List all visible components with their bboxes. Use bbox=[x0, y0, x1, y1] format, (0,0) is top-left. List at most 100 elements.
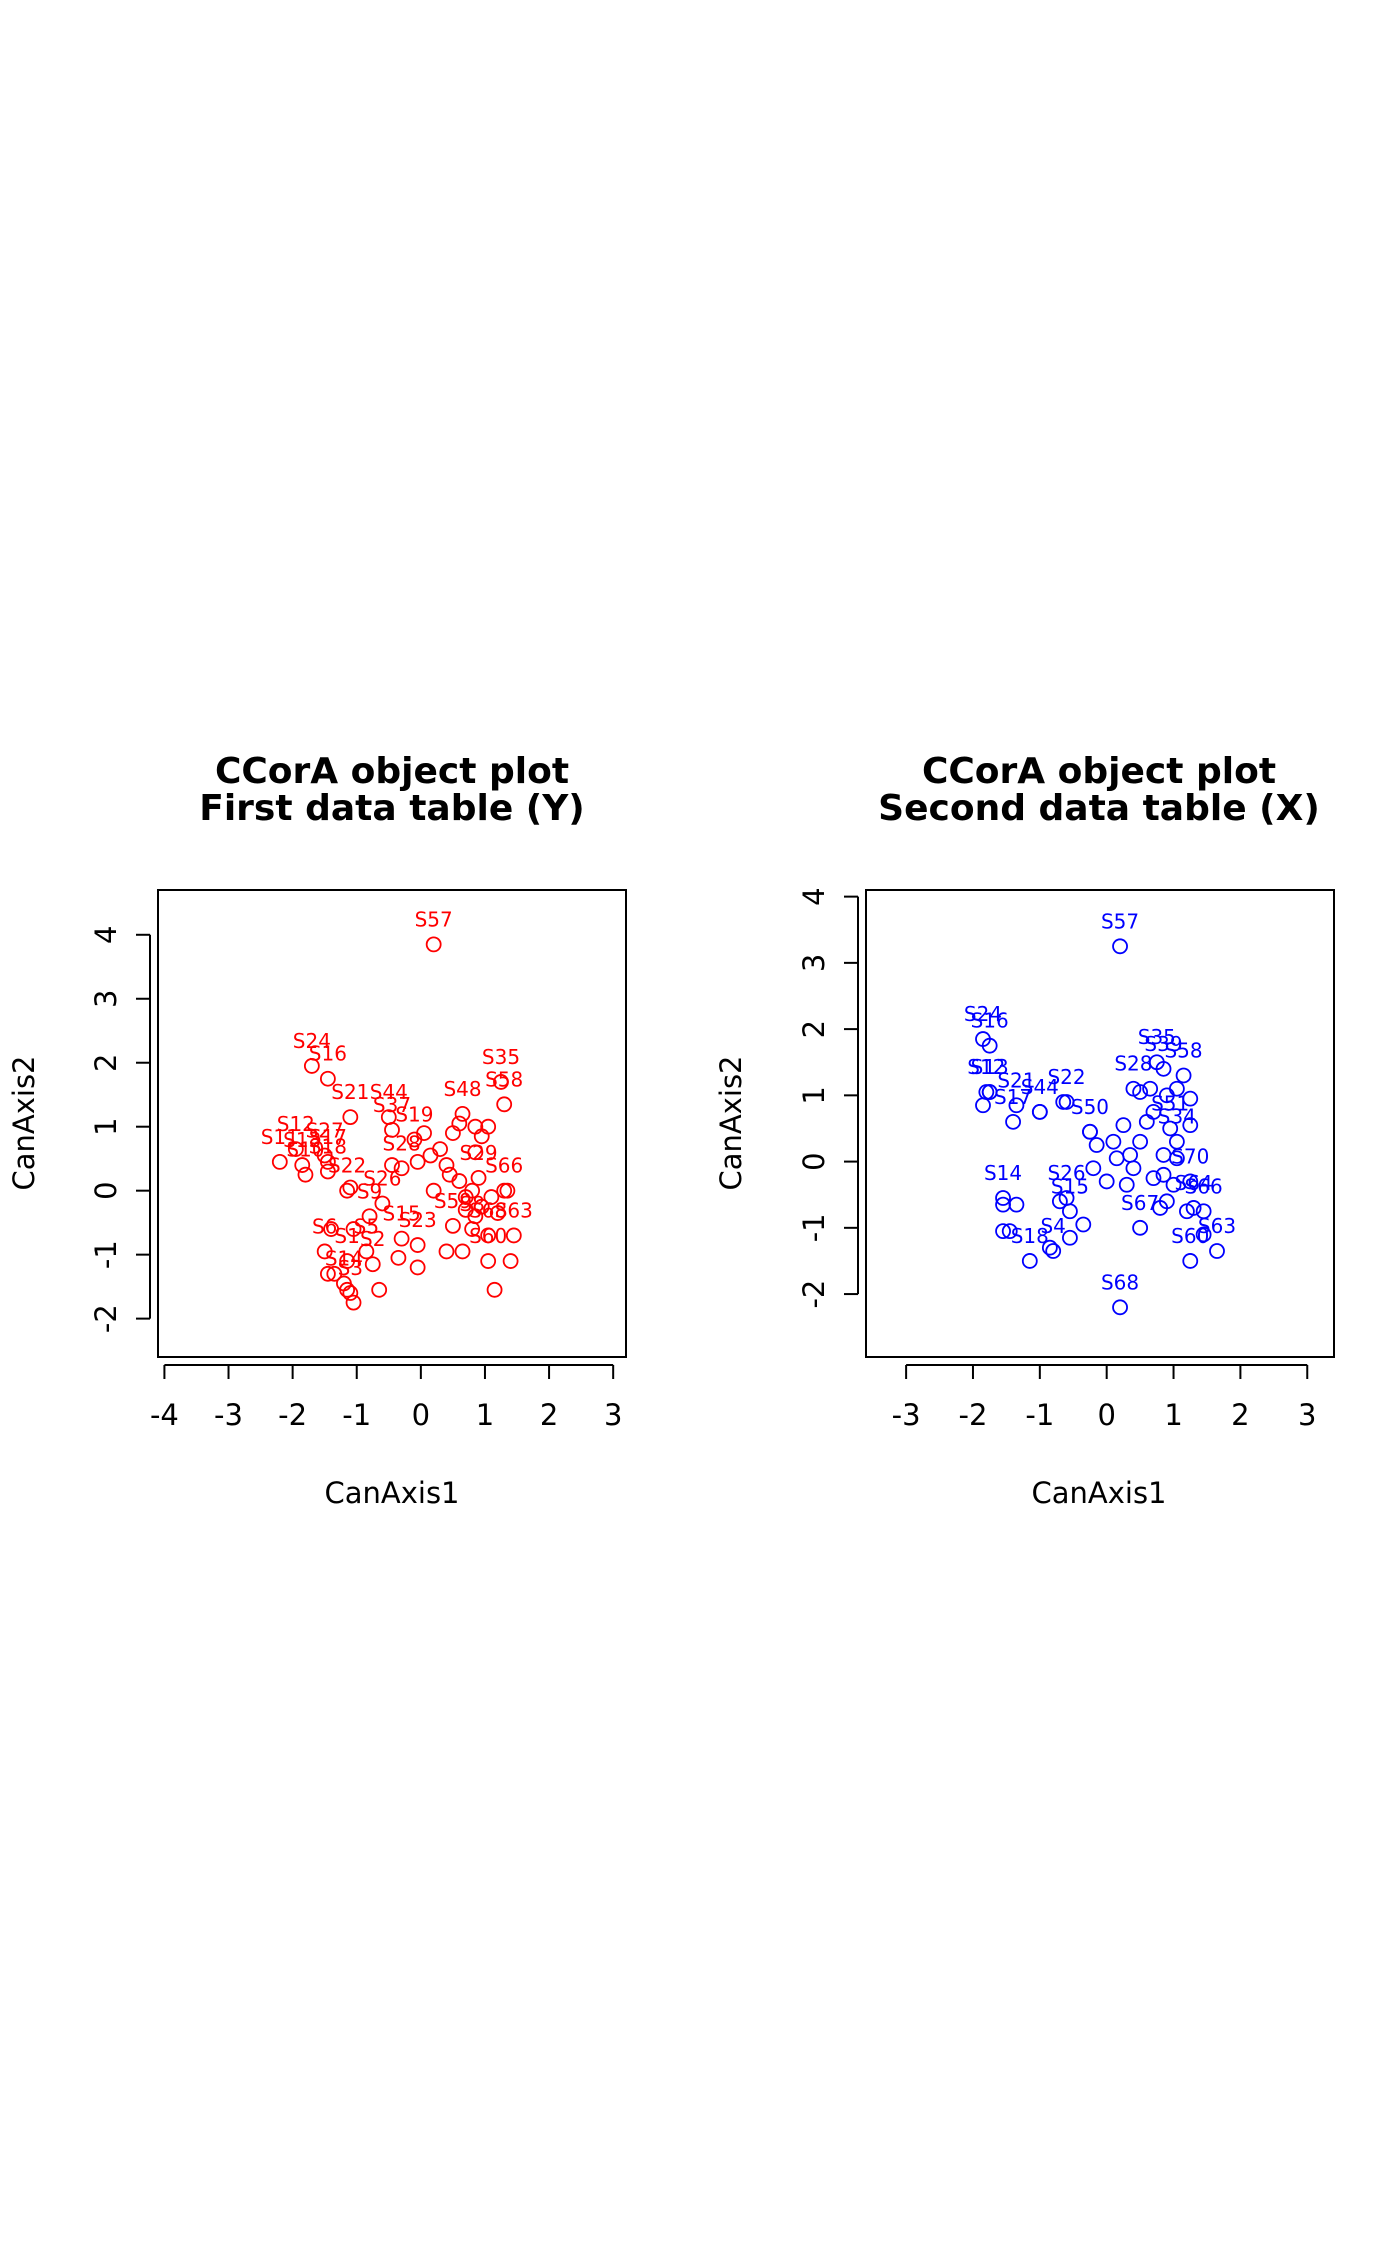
data-point bbox=[454, 1243, 471, 1260]
y-tick-label: 0 bbox=[89, 1181, 123, 1199]
y-tick-label: 1 bbox=[89, 1117, 123, 1135]
data-point bbox=[505, 1227, 522, 1244]
data-point bbox=[1001, 1223, 1018, 1240]
data-point bbox=[409, 1259, 426, 1276]
y-tick-label: 3 bbox=[797, 954, 831, 972]
x-tick-label: -1 bbox=[342, 1398, 371, 1432]
data-point bbox=[1209, 1243, 1225, 1259]
data-point bbox=[1055, 1094, 1072, 1110]
data-point bbox=[342, 1109, 359, 1126]
data-point bbox=[1165, 1176, 1182, 1193]
point-label: S66 bbox=[485, 1154, 523, 1178]
point-label: S16 bbox=[309, 1042, 347, 1066]
data-point bbox=[1155, 1166, 1172, 1183]
data-point bbox=[297, 1166, 314, 1183]
point-label: S14 bbox=[325, 1246, 363, 1270]
data-point bbox=[1005, 1113, 1021, 1130]
data-point bbox=[1155, 1060, 1172, 1077]
point-label: S22 bbox=[1047, 1065, 1085, 1089]
point-label: S21 bbox=[331, 1080, 369, 1104]
x-axis-label: CanAxis1 bbox=[1031, 1476, 1166, 1510]
point-label: S24 bbox=[964, 1002, 1002, 1026]
point-label: S16 bbox=[971, 1009, 1009, 1033]
data-point bbox=[1179, 1203, 1195, 1220]
point-label: S37 bbox=[373, 1093, 411, 1117]
data-point bbox=[1155, 1147, 1172, 1163]
plot-frame bbox=[865, 889, 1335, 1358]
point-label: S12 bbox=[277, 1112, 315, 1136]
data-point bbox=[384, 1157, 400, 1173]
point-label: S66 bbox=[1185, 1174, 1223, 1198]
data-point bbox=[1021, 1253, 1038, 1269]
y-tick-label: 3 bbox=[89, 990, 123, 1008]
data-point bbox=[1075, 1216, 1092, 1233]
point-label: S12 bbox=[967, 1055, 1005, 1079]
data-point bbox=[493, 1074, 509, 1090]
data-point bbox=[342, 1285, 359, 1301]
plot-frame bbox=[157, 889, 627, 1358]
y-tick-label: -1 bbox=[797, 1213, 831, 1242]
data-point bbox=[1132, 1219, 1149, 1236]
point-label: S58 bbox=[485, 1067, 523, 1091]
data-point bbox=[1082, 1123, 1098, 1140]
data-point bbox=[1182, 1253, 1199, 1269]
data-point bbox=[1085, 1160, 1102, 1177]
data-point bbox=[425, 1182, 442, 1199]
x-tick-label: -4 bbox=[150, 1398, 179, 1432]
data-point bbox=[1182, 1117, 1199, 1134]
data-point bbox=[371, 1281, 388, 1298]
point-label: S10 bbox=[286, 1138, 324, 1162]
data-point bbox=[271, 1153, 288, 1170]
y-tick-label: 2 bbox=[797, 1020, 831, 1038]
y-axis: -2 -1 0 1 2 3 4 bbox=[89, 926, 151, 1333]
x-tick-label: -3 bbox=[892, 1398, 921, 1432]
point-label: S17 bbox=[309, 1125, 347, 1149]
data-point bbox=[1142, 1080, 1159, 1097]
data-point bbox=[339, 1281, 356, 1298]
data-point bbox=[1045, 1243, 1062, 1259]
point-label: S18 bbox=[309, 1134, 347, 1158]
data-point bbox=[1041, 1239, 1058, 1256]
data-point bbox=[361, 1208, 378, 1225]
data-point bbox=[496, 1096, 513, 1113]
data-point bbox=[1175, 1067, 1192, 1084]
data-point bbox=[409, 1237, 426, 1253]
data-point bbox=[467, 1144, 484, 1161]
data-point bbox=[384, 1121, 400, 1138]
y-axis: -2 -1 0 1 2 3 4 bbox=[797, 887, 859, 1309]
data-point bbox=[393, 1160, 410, 1177]
chart-title: CCorA object plot bbox=[215, 751, 569, 792]
x-tick-label: 3 bbox=[604, 1398, 622, 1432]
point-label: S50 bbox=[1071, 1095, 1109, 1119]
x-tick-label: 0 bbox=[1097, 1398, 1115, 1432]
point-label: S27 bbox=[306, 1118, 344, 1142]
x-tick-label: -2 bbox=[278, 1398, 307, 1432]
data-point bbox=[486, 1281, 503, 1298]
data-point bbox=[1145, 1104, 1162, 1120]
point-label: S29 bbox=[459, 1141, 497, 1165]
x-tick-label: 2 bbox=[1231, 1398, 1249, 1432]
data-point bbox=[451, 1115, 468, 1132]
point-label: S24 bbox=[293, 1029, 331, 1053]
point-label: S51 bbox=[1151, 1091, 1189, 1115]
data-point bbox=[1168, 1080, 1185, 1097]
data-point bbox=[1062, 1229, 1078, 1246]
data-point bbox=[473, 1198, 490, 1215]
data-point bbox=[1105, 1133, 1122, 1150]
data-point bbox=[1115, 1117, 1132, 1134]
point-label: S58 bbox=[1164, 1038, 1202, 1062]
data-point bbox=[480, 1227, 497, 1244]
point-label: S57 bbox=[415, 907, 453, 931]
point-label: S63 bbox=[1198, 1214, 1236, 1238]
data-point bbox=[1118, 1176, 1135, 1193]
x-axis: -4 -3 -2 -1 0 1 2 3 bbox=[150, 1364, 622, 1432]
y-tick-label: 4 bbox=[797, 887, 831, 905]
data-point bbox=[358, 1243, 375, 1260]
data-point bbox=[1145, 1170, 1162, 1187]
data-point bbox=[345, 1294, 362, 1311]
y-axis-label: CanAxis2 bbox=[7, 1055, 41, 1190]
x-axis: -3 -2 -1 0 1 2 3 bbox=[892, 1364, 1316, 1432]
point-label: S28 bbox=[383, 1131, 421, 1155]
data-point bbox=[470, 1169, 487, 1186]
